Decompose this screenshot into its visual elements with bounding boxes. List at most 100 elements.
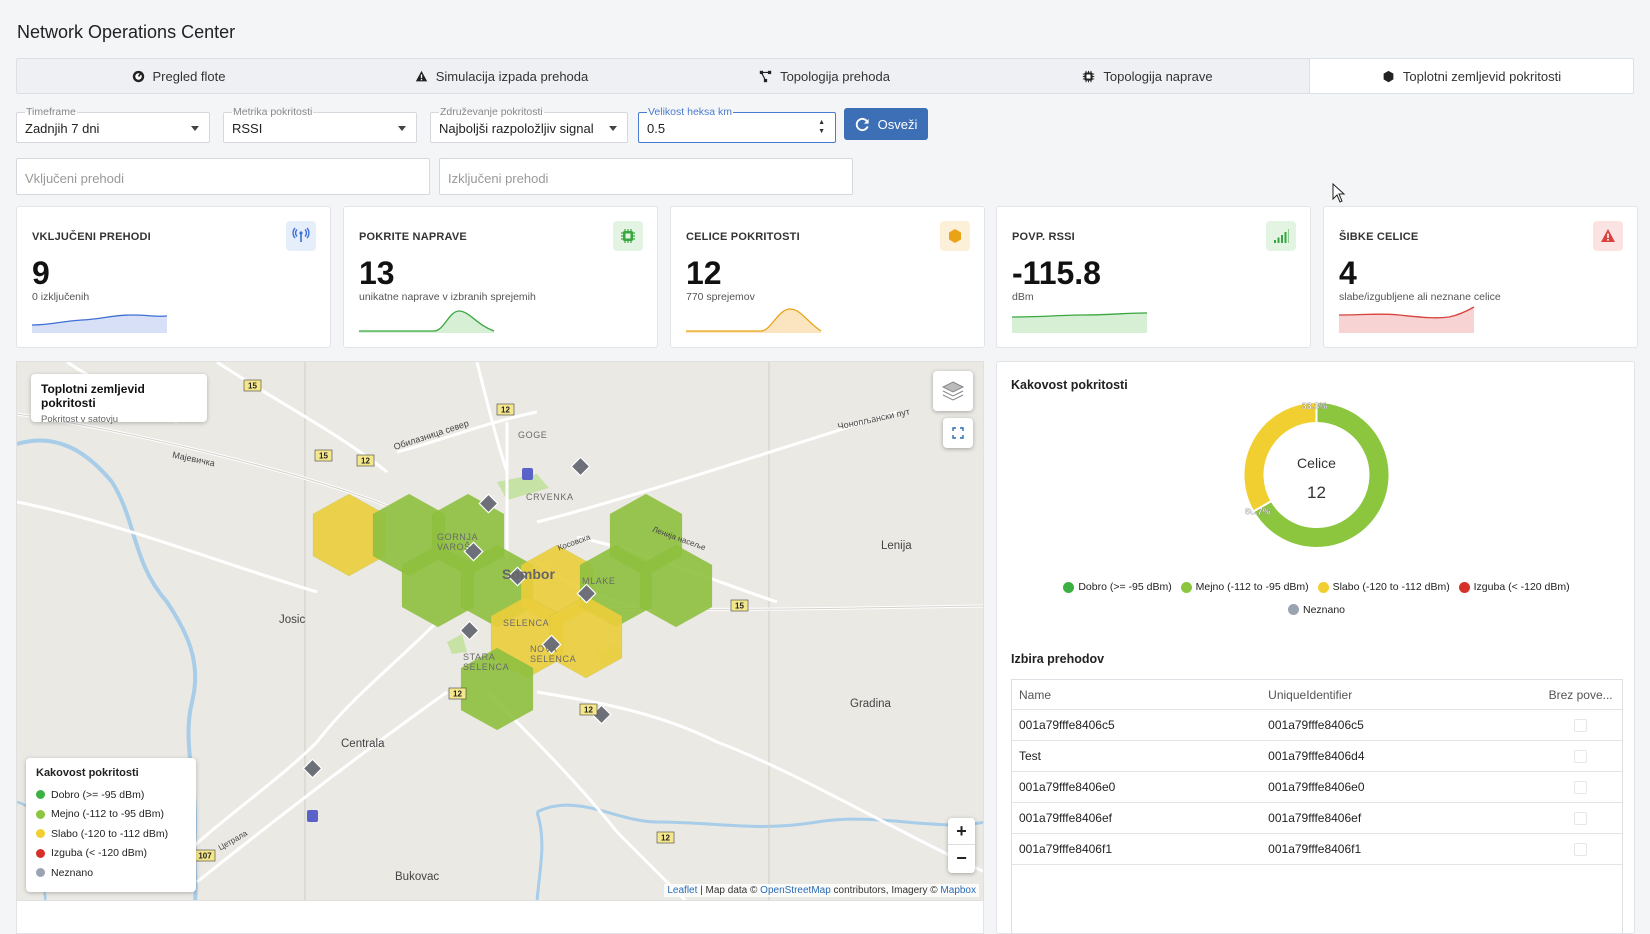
- column-header-uid[interactable]: UniqueIdentifier: [1268, 687, 1353, 702]
- place-label: Sombor: [502, 566, 555, 582]
- tab-outage-simulation[interactable]: Simulacija izpada prehoda: [340, 59, 663, 93]
- aggregation-select[interactable]: Združevanje pokritosti Najboljši razpolo…: [430, 106, 628, 143]
- table-row[interactable]: Test 001a79fffe8406d4: [1012, 741, 1622, 772]
- donut-legend-item[interactable]: Slabo (-120 to -112 dBm): [1317, 577, 1450, 597]
- legend-item: Neznano: [36, 863, 186, 883]
- row-checkbox[interactable]: [1574, 749, 1588, 763]
- place-label: Bukovac: [395, 871, 440, 883]
- place-label: Josic: [279, 614, 306, 626]
- svg-text:107: 107: [198, 852, 212, 861]
- dot-icon: [36, 868, 45, 878]
- tab-coverage-heatmap[interactable]: Toplotni zemljevid pokritosti: [1309, 59, 1633, 93]
- gateway-name: Test: [1019, 749, 1042, 763]
- svg-text:12: 12: [501, 406, 510, 415]
- included-gateways-input[interactable]: Vključeni prehodi: [16, 158, 430, 195]
- donut-center-value: 12: [1307, 483, 1326, 502]
- row-checkbox[interactable]: [1574, 811, 1588, 825]
- kpi-value: 12: [686, 255, 722, 291]
- kpi-title: POVP. RSSI: [1012, 231, 1075, 243]
- gateway-name: 001a79fffe8406e0: [1019, 780, 1116, 794]
- tab-bar: Pregled flote Simulacija izpada prehoda …: [16, 58, 1634, 94]
- layers-control[interactable]: [933, 371, 973, 411]
- dot-icon: [36, 829, 45, 839]
- sparkline: [32, 314, 168, 333]
- included-gateways-placeholder: Vključeni prehodi: [25, 171, 125, 186]
- refresh-label: Osveži: [877, 116, 918, 132]
- excluded-gateways-placeholder: Izključeni prehodi: [448, 171, 549, 186]
- sparkline: [359, 310, 495, 333]
- zoom-out-button[interactable]: −: [956, 848, 967, 868]
- place-label: Lenija: [881, 540, 912, 552]
- donut-legend-item[interactable]: Izguba (< -120 dBm): [1458, 577, 1570, 597]
- row-checkbox[interactable]: [1574, 780, 1588, 794]
- donut-slice[interactable]: [1242, 400, 1318, 513]
- svg-text:12: 12: [584, 706, 593, 715]
- row-checkbox[interactable]: [1574, 718, 1588, 732]
- column-header-name[interactable]: Name: [1019, 687, 1052, 702]
- dot-icon: [1317, 581, 1329, 593]
- timeframe-select[interactable]: Timeframe Zadnjih 7 dni: [16, 106, 210, 143]
- table-row[interactable]: 001a79fffe8406f1 001a79fffe8406f1: [1012, 834, 1622, 865]
- refresh-button[interactable]: Osveži: [844, 108, 928, 140]
- gateway-uid: 001a79fffe8406f1: [1268, 842, 1362, 856]
- kpi-card-devices: POKRITE NAPRAVE 13 unikatne naprave v iz…: [343, 206, 658, 348]
- mapbox-link[interactable]: Mapbox: [940, 885, 976, 896]
- metric-select[interactable]: Metrika pokritosti RSSI: [223, 106, 417, 143]
- kpi-subtitle: dBm: [1012, 291, 1034, 303]
- hexagon-icon: [940, 221, 970, 251]
- legend-label: Dobro (>= -95 dBm): [51, 788, 145, 801]
- coverage-map[interactable]: 15 12 15 12 15 12 12 12 107 Sombor GOGE …: [16, 361, 984, 901]
- gateway-uid: 001a79fffe8406d4: [1268, 749, 1365, 763]
- gateway-uid: 001a79fffe8406e0: [1268, 780, 1365, 794]
- tab-fleet-overview[interactable]: Pregled flote: [17, 59, 340, 93]
- number-stepper[interactable]: ▲ ▼: [818, 119, 825, 135]
- donut-legend-item[interactable]: Mejno (-112 to -95 dBm): [1180, 577, 1309, 597]
- tab-label: Topologija naprave: [1103, 68, 1213, 84]
- kpi-value: 13: [359, 255, 395, 291]
- tab-label: Topologija prehoda: [780, 68, 890, 84]
- fullscreen-button[interactable]: [943, 418, 973, 448]
- legend-label: Mejno (-112 to -95 dBm): [51, 808, 165, 821]
- sparkline: [1339, 306, 1475, 333]
- tab-gateway-topology[interactable]: Topologija prehoda: [663, 59, 986, 93]
- place-label: CRVENKA: [526, 492, 574, 502]
- donut-slice[interactable]: [1251, 400, 1391, 549]
- place-label: GOGE: [518, 430, 548, 440]
- legend-label: Slabo (-120 to -112 dBm): [51, 827, 169, 840]
- legend-item: Mejno (-112 to -95 dBm): [36, 805, 186, 825]
- kpi-subtitle: unikatne naprave v izbranih sprejemih: [359, 291, 536, 303]
- donut-legend-item[interactable]: Dobro (>= -95 dBm): [1063, 577, 1172, 597]
- leaflet-link[interactable]: Leaflet: [667, 885, 698, 896]
- tab-label: Toplotni zemljevid pokritosti: [1402, 68, 1562, 84]
- warning-icon: [415, 70, 427, 81]
- donut-legend-label: Izguba (< -120 dBm): [1473, 581, 1570, 593]
- road-shield-15: 15: [248, 382, 257, 391]
- kpi-subtitle: slabe/izgubljene ali neznane celice: [1339, 291, 1501, 303]
- table-row[interactable]: 001a79fffe8406e0 001a79fffe8406e0: [1012, 772, 1622, 803]
- svg-text:15: 15: [319, 452, 328, 461]
- mouse-cursor-icon: [1332, 183, 1346, 203]
- gateway-table: Name UniqueIdentifier Brez pove... 001a7…: [1011, 679, 1623, 934]
- place-label: Centrala: [341, 738, 385, 750]
- tab-device-topology[interactable]: Topologija naprave: [986, 59, 1309, 93]
- excluded-gateways-input[interactable]: Izključeni prehodi: [439, 158, 853, 195]
- table-row[interactable]: 001a79fffe8406ef 001a79fffe8406ef: [1012, 803, 1622, 834]
- osm-link[interactable]: OpenStreetMap: [760, 885, 831, 896]
- kpi-card-cells: CELICE POKRITOSTI 12 770 sprejemov: [670, 206, 985, 348]
- topology-icon: [759, 70, 772, 82]
- row-checkbox[interactable]: [1574, 842, 1588, 856]
- gateway-uid: 001a79fffe8406ef: [1268, 811, 1362, 825]
- donut-legend-item[interactable]: Neznano: [1287, 600, 1345, 620]
- hex-size-value: 0.5: [647, 121, 666, 136]
- chip-icon: [1083, 70, 1095, 82]
- table-row[interactable]: 001a79fffe8406c5 001a79fffe8406c5: [1012, 710, 1622, 741]
- gauge-icon: [132, 70, 144, 82]
- attribution-text: contributors, Imagery ©: [830, 885, 941, 896]
- chip-icon: [613, 221, 643, 251]
- hex-size-input[interactable]: Velikost heksa km 0.5 ▲ ▼: [638, 106, 836, 143]
- zoom-in-button[interactable]: +: [948, 818, 975, 845]
- column-header-offline[interactable]: Brez pove...: [1548, 687, 1613, 702]
- dot-icon: [36, 848, 45, 858]
- kpi-subtitle: 770 sprejemov: [686, 291, 755, 303]
- map-legend: Kakovost pokritosti Dobro (>= -95 dBm) M…: [26, 758, 196, 892]
